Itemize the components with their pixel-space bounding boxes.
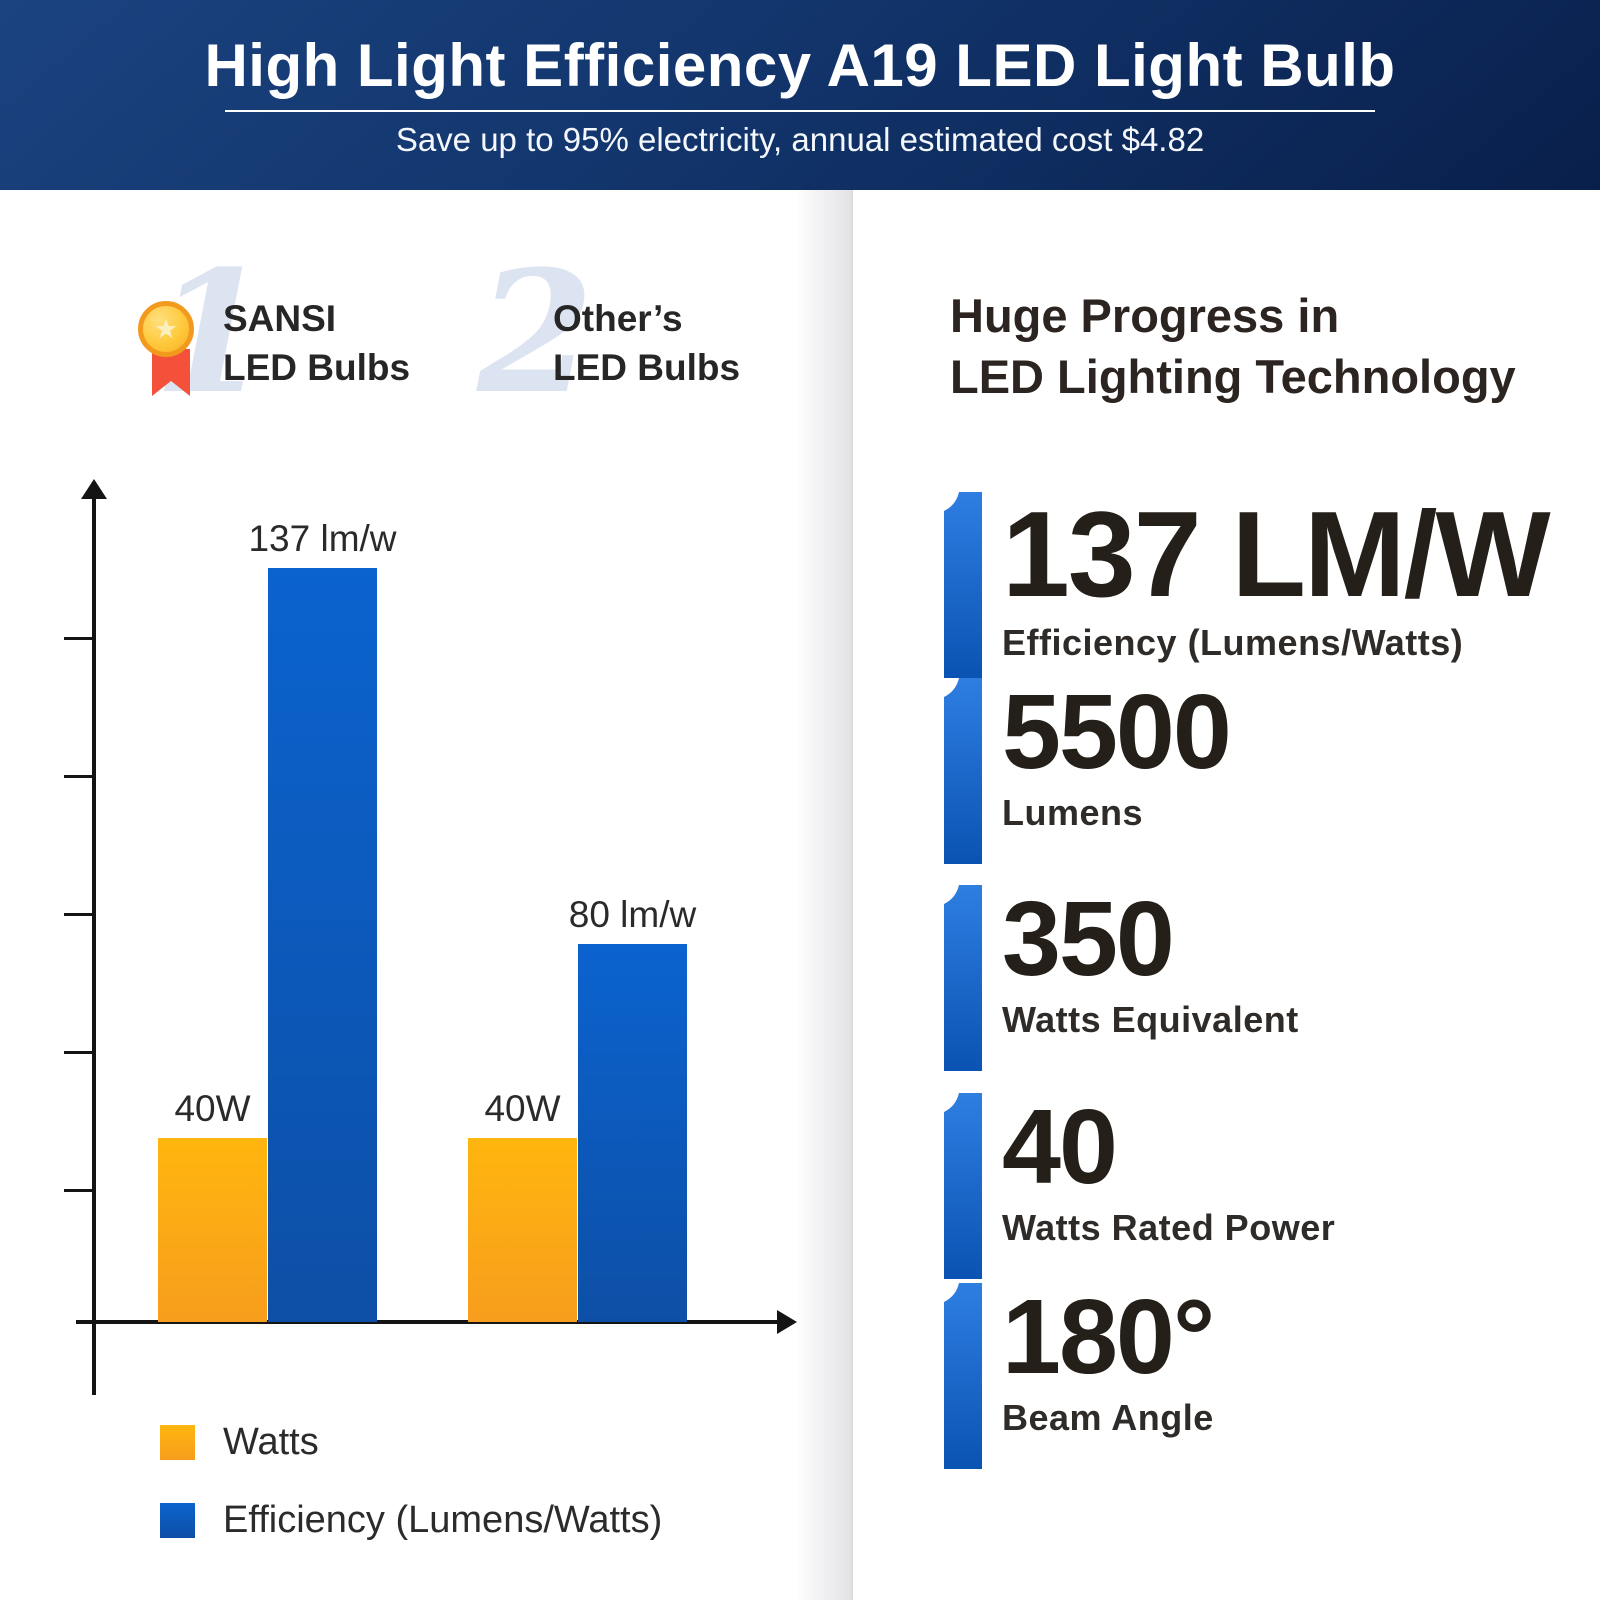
y-axis-line [92, 497, 96, 1395]
stat-label: Beam Angle [1002, 1397, 1214, 1439]
stat-efficiency: 137 LM/W Efficiency (Lumens/Watts) [944, 486, 1551, 678]
heading-line1: Huge Progress in [950, 289, 1340, 342]
title-underline [225, 110, 1375, 112]
up-arrow-icon [81, 479, 107, 499]
stat-rated-power: 40 Watts Rated Power [944, 1093, 1335, 1279]
page-subtitle: Save up to 95% electricity, annual estim… [395, 121, 1205, 158]
bar-value-label: 40W [174, 1088, 251, 1129]
stat-label: Lumens [1002, 792, 1144, 834]
stat-label: Watts Equivalent [1002, 999, 1299, 1041]
stat-marker-icon [944, 1283, 982, 1469]
stat-label: Efficiency (Lumens/Watts) [1002, 622, 1464, 664]
y-axis-tick [64, 1189, 93, 1192]
legend-item-efficiency: Efficiency (Lumens/Watts) [160, 1499, 662, 1542]
stat-marker-icon [944, 885, 982, 1071]
stat-lumens: 5500 Lumens [944, 673, 1232, 864]
legend-item-watts: Watts [160, 1421, 319, 1464]
comparison-label-line1: SANSI [223, 298, 337, 339]
y-axis-tick [64, 637, 93, 640]
heading-line2: LED Lighting Technology [950, 350, 1516, 403]
right-arrow-icon [777, 1310, 797, 1334]
legend-label: Efficiency (Lumens/Watts) [223, 1499, 663, 1541]
bar-efficiency-1 [578, 944, 687, 1322]
stat-value: 5500 [1002, 673, 1232, 791]
legend-label: Watts [223, 1421, 319, 1463]
bar-value-label: 137 lm/w [248, 518, 397, 559]
bar-value-label: 80 lm/w [568, 894, 697, 935]
stat-label: Watts Rated Power [1002, 1207, 1336, 1249]
stat-marker-icon [944, 492, 982, 678]
stat-value: 137 LM/W [1002, 486, 1551, 622]
medal-icon: ★ [137, 301, 203, 399]
y-axis-tick [64, 775, 93, 778]
stats-panel-heading: Huge Progress in LED Lighting Technology [950, 285, 1516, 407]
stat-marker-icon [944, 678, 982, 864]
comparison-label-line2: LED Bulbs [223, 347, 411, 388]
stat-watts-equivalent: 350 Watts Equivalent [944, 885, 1299, 1071]
star-icon: ★ [153, 313, 179, 344]
stat-value: 40 [1002, 1088, 1118, 1206]
bar-watts-0 [158, 1138, 267, 1322]
comparison-label-line1: Other’s [553, 298, 683, 339]
y-axis-tick [64, 913, 93, 916]
y-axis-tick [64, 1051, 93, 1054]
section-divider [796, 190, 853, 1600]
comparison-label-others: Other’s LED Bulbs [553, 294, 740, 392]
bar-watts-1 [468, 1138, 577, 1322]
bar-value-label: 40W [484, 1088, 561, 1129]
stat-beam-angle: 180° Beam Angle [944, 1278, 1215, 1469]
stat-marker-icon [944, 1093, 982, 1279]
bar-efficiency-0 [268, 568, 377, 1322]
rank-2-numeral: 2 [477, 233, 594, 431]
efficiency-swatch [160, 1503, 195, 1538]
stat-value: 350 [1002, 880, 1175, 998]
page-title: High Light Efficiency A19 LED Light Bulb [204, 32, 1396, 99]
medal-coin: ★ [138, 301, 194, 357]
watts-swatch [160, 1425, 195, 1460]
comparison-label-sansi: SANSI LED Bulbs [223, 294, 410, 392]
stat-value: 180° [1002, 1278, 1215, 1396]
comparison-label-line2: LED Bulbs [553, 347, 741, 388]
header-banner: High Light Efficiency A19 LED Light Bulb… [0, 0, 1600, 190]
x-axis-line [76, 1320, 780, 1324]
